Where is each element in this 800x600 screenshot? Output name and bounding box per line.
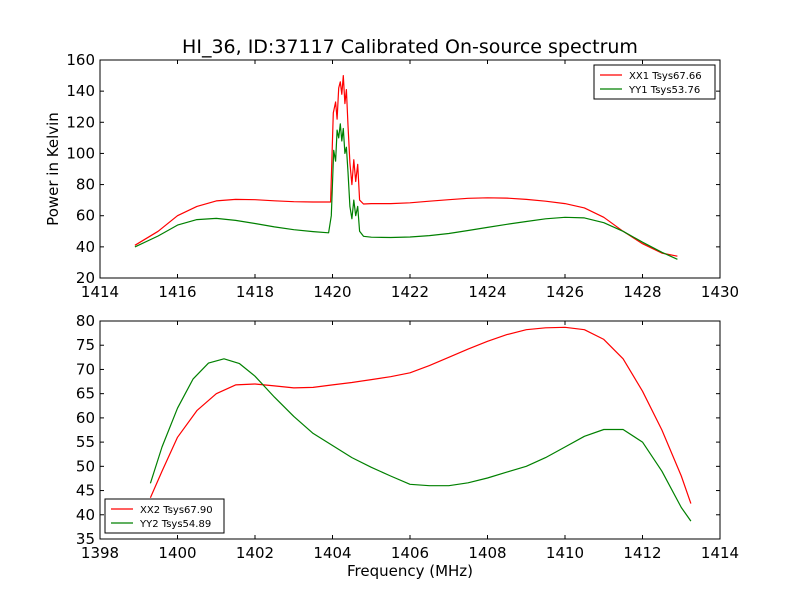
legend: XX2 Tsys67.90 YY2 Tsys54.89 [104, 498, 225, 534]
y-tick-label: 80 [76, 312, 95, 330]
x-tick-label: 1408 [468, 544, 506, 562]
y-tick-label: 55 [76, 433, 95, 451]
x-tick-label: 1418 [236, 283, 274, 301]
x-tick-label: 1400 [158, 544, 196, 562]
x-tick-label: 1424 [468, 283, 506, 301]
figure-title: HI_36, ID:37117 Calibrated On-source spe… [182, 36, 638, 58]
y-tick-label: 45 [76, 482, 95, 500]
legend: XX1 Tsys67.66 YY1 Tsys53.76 [593, 64, 716, 100]
y-tick-label: 35 [76, 530, 95, 548]
x-tick-label: 1422 [391, 283, 429, 301]
series-line-yy [149, 358, 692, 522]
y-axis-label: Power in Kelvin [44, 112, 62, 226]
series-line-xx [134, 74, 678, 257]
y-tick-label: 60 [76, 207, 95, 225]
y-tick-label: 160 [66, 51, 95, 69]
x-tick-label: 1410 [546, 544, 584, 562]
bottom-panel: 1398 1400 1402 1404 1406 1408 1410 1412 1414 35 40… [76, 312, 739, 580]
legend-label: XX1 Tsys67.66 [629, 71, 702, 82]
y-tick-label: 40 [76, 238, 95, 256]
x-tick-label: 1406 [391, 544, 429, 562]
legend-box [593, 64, 716, 100]
x-tick-label: 1398 [81, 544, 119, 562]
legend-label: YY1 Tsys53.76 [628, 85, 700, 96]
y-tick-label: 70 [76, 360, 95, 378]
x-tick-label: 1420 [313, 283, 351, 301]
y-tick-label: 140 [66, 82, 95, 100]
y-tick-label: 100 [66, 144, 95, 162]
y-tick-label: 65 [76, 385, 95, 403]
y-tick-label: 60 [76, 409, 95, 427]
y-tick-label: 80 [76, 176, 95, 194]
y-tick-label: 50 [76, 457, 95, 475]
x-tick-label: 1426 [546, 283, 584, 301]
y-tick-label: 20 [76, 269, 95, 287]
y-tick-label: 40 [76, 506, 95, 524]
series-line-yy [134, 123, 678, 260]
x-tick-label: 1430 [701, 283, 739, 301]
x-axis-label: Frequency (MHz) [347, 562, 473, 580]
x-tick-label: 1412 [623, 544, 661, 562]
legend-label: YY2 Tsys54.89 [139, 519, 211, 530]
series-line-xx [149, 326, 692, 504]
x-tick-label: 1428 [623, 283, 661, 301]
x-tick-label: 1404 [313, 544, 351, 562]
x-tick-label: 1414 [701, 544, 739, 562]
x-tick-label: 1414 [81, 283, 119, 301]
legend-box [104, 498, 225, 534]
legend-label: XX2 Tsys67.90 [140, 505, 213, 516]
y-tick-label: 75 [76, 336, 95, 354]
x-tick-label: 1402 [236, 544, 274, 562]
y-tick-label: 120 [66, 113, 95, 131]
x-tick-label: 1416 [158, 283, 196, 301]
top-panel: 1414 1416 1418 1420 1422 1424 1426 1428 1430 20 40… [44, 51, 739, 301]
